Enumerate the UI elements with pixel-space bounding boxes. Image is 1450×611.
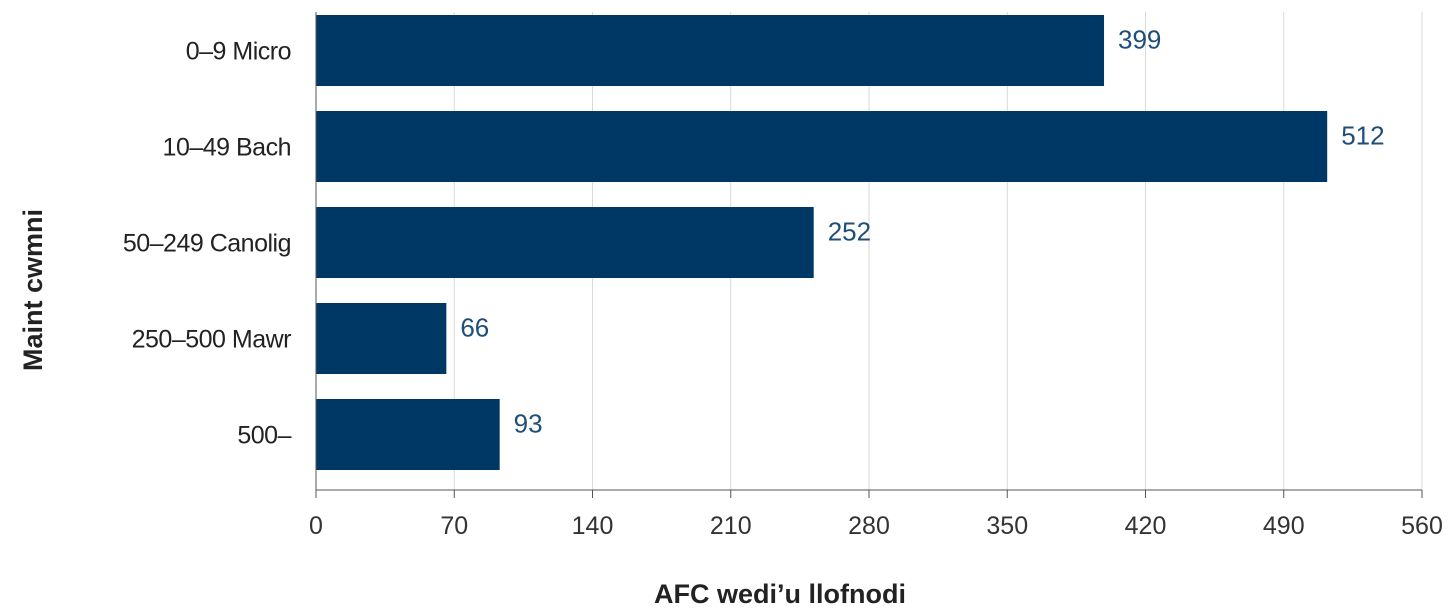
x-tick-label: 350 <box>986 512 1028 540</box>
data-label: 399 <box>1118 25 1161 55</box>
axes <box>315 12 1423 498</box>
gridlines <box>315 12 1423 490</box>
data-label: 252 <box>828 217 871 247</box>
data-label: 66 <box>460 313 489 343</box>
x-axis-title: AFC wedi’u llofnodi <box>654 579 906 609</box>
bar <box>316 399 500 470</box>
bar <box>316 15 1105 86</box>
y-category-label: 0–9 Micro <box>186 38 291 66</box>
y-category-label: 500– <box>237 422 291 450</box>
x-tick-label: 210 <box>710 512 752 540</box>
x-tick-label: 420 <box>1125 512 1167 540</box>
bar <box>316 207 814 278</box>
x-tick-label: 0 <box>309 512 323 540</box>
x-tick-label: 560 <box>1401 512 1443 540</box>
data-label: 93 <box>514 409 543 439</box>
bar <box>316 303 447 374</box>
labels: 0 70 140 210 280 350 420 490 560 0–9 Micro 399 10–4… <box>123 25 1443 541</box>
bar <box>316 111 1328 182</box>
x-tick-label: 140 <box>572 512 614 540</box>
y-category-label: 10–49 Bach <box>163 134 291 162</box>
x-tick-label: 70 <box>440 512 468 540</box>
x-tick-label: 490 <box>1263 512 1305 540</box>
y-axis-title: Maint cwmni <box>18 209 48 371</box>
data-label: 512 <box>1341 121 1384 151</box>
x-tick-label: 280 <box>848 512 890 540</box>
bars <box>316 15 1328 470</box>
y-category-label: 50–249 Canolig <box>123 230 291 258</box>
y-category-label: 250–500 Mawr <box>132 326 292 354</box>
